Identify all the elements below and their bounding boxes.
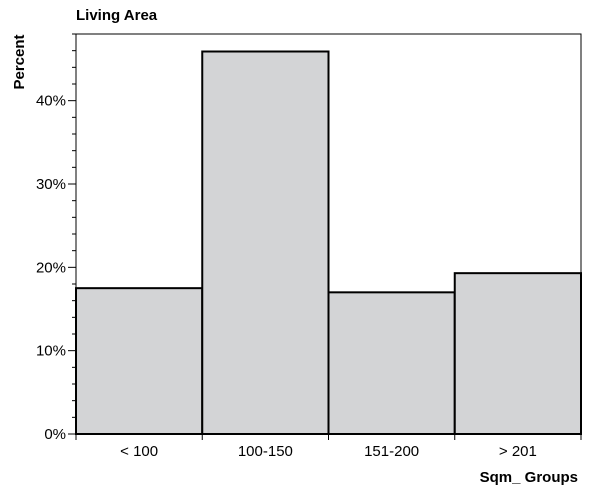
y-axis-label: Percent <box>11 34 28 89</box>
x-tick-label: 100-150 <box>238 443 293 460</box>
x-tick-label: > 201 <box>499 443 537 460</box>
x-tick-label: < 100 <box>120 443 158 460</box>
y-tick-label: 0% <box>44 426 66 443</box>
y-tick-label: 30% <box>36 176 66 193</box>
plot-area: 0% 10% 20% 30% 40% < 100 100-150 151-200 > 201 <box>36 33 582 460</box>
bar-0 <box>75 287 204 435</box>
y-axis: 0% 10% 20% 30% 40% <box>36 33 76 443</box>
y-tick-label: 10% <box>36 343 66 360</box>
chart-title: Living Area <box>76 7 158 24</box>
x-axis: < 100 100-150 151-200 > 201 <box>75 434 582 460</box>
y-tick-label: 40% <box>36 93 66 110</box>
bar-2 <box>327 291 456 436</box>
bars-group <box>75 50 582 436</box>
x-axis-label: Sqm_ Groups <box>480 469 578 486</box>
y-tick-label: 20% <box>36 259 66 276</box>
bar-1 <box>201 50 330 435</box>
x-tick-label: 151-200 <box>364 443 419 460</box>
bar-3 <box>453 272 582 435</box>
